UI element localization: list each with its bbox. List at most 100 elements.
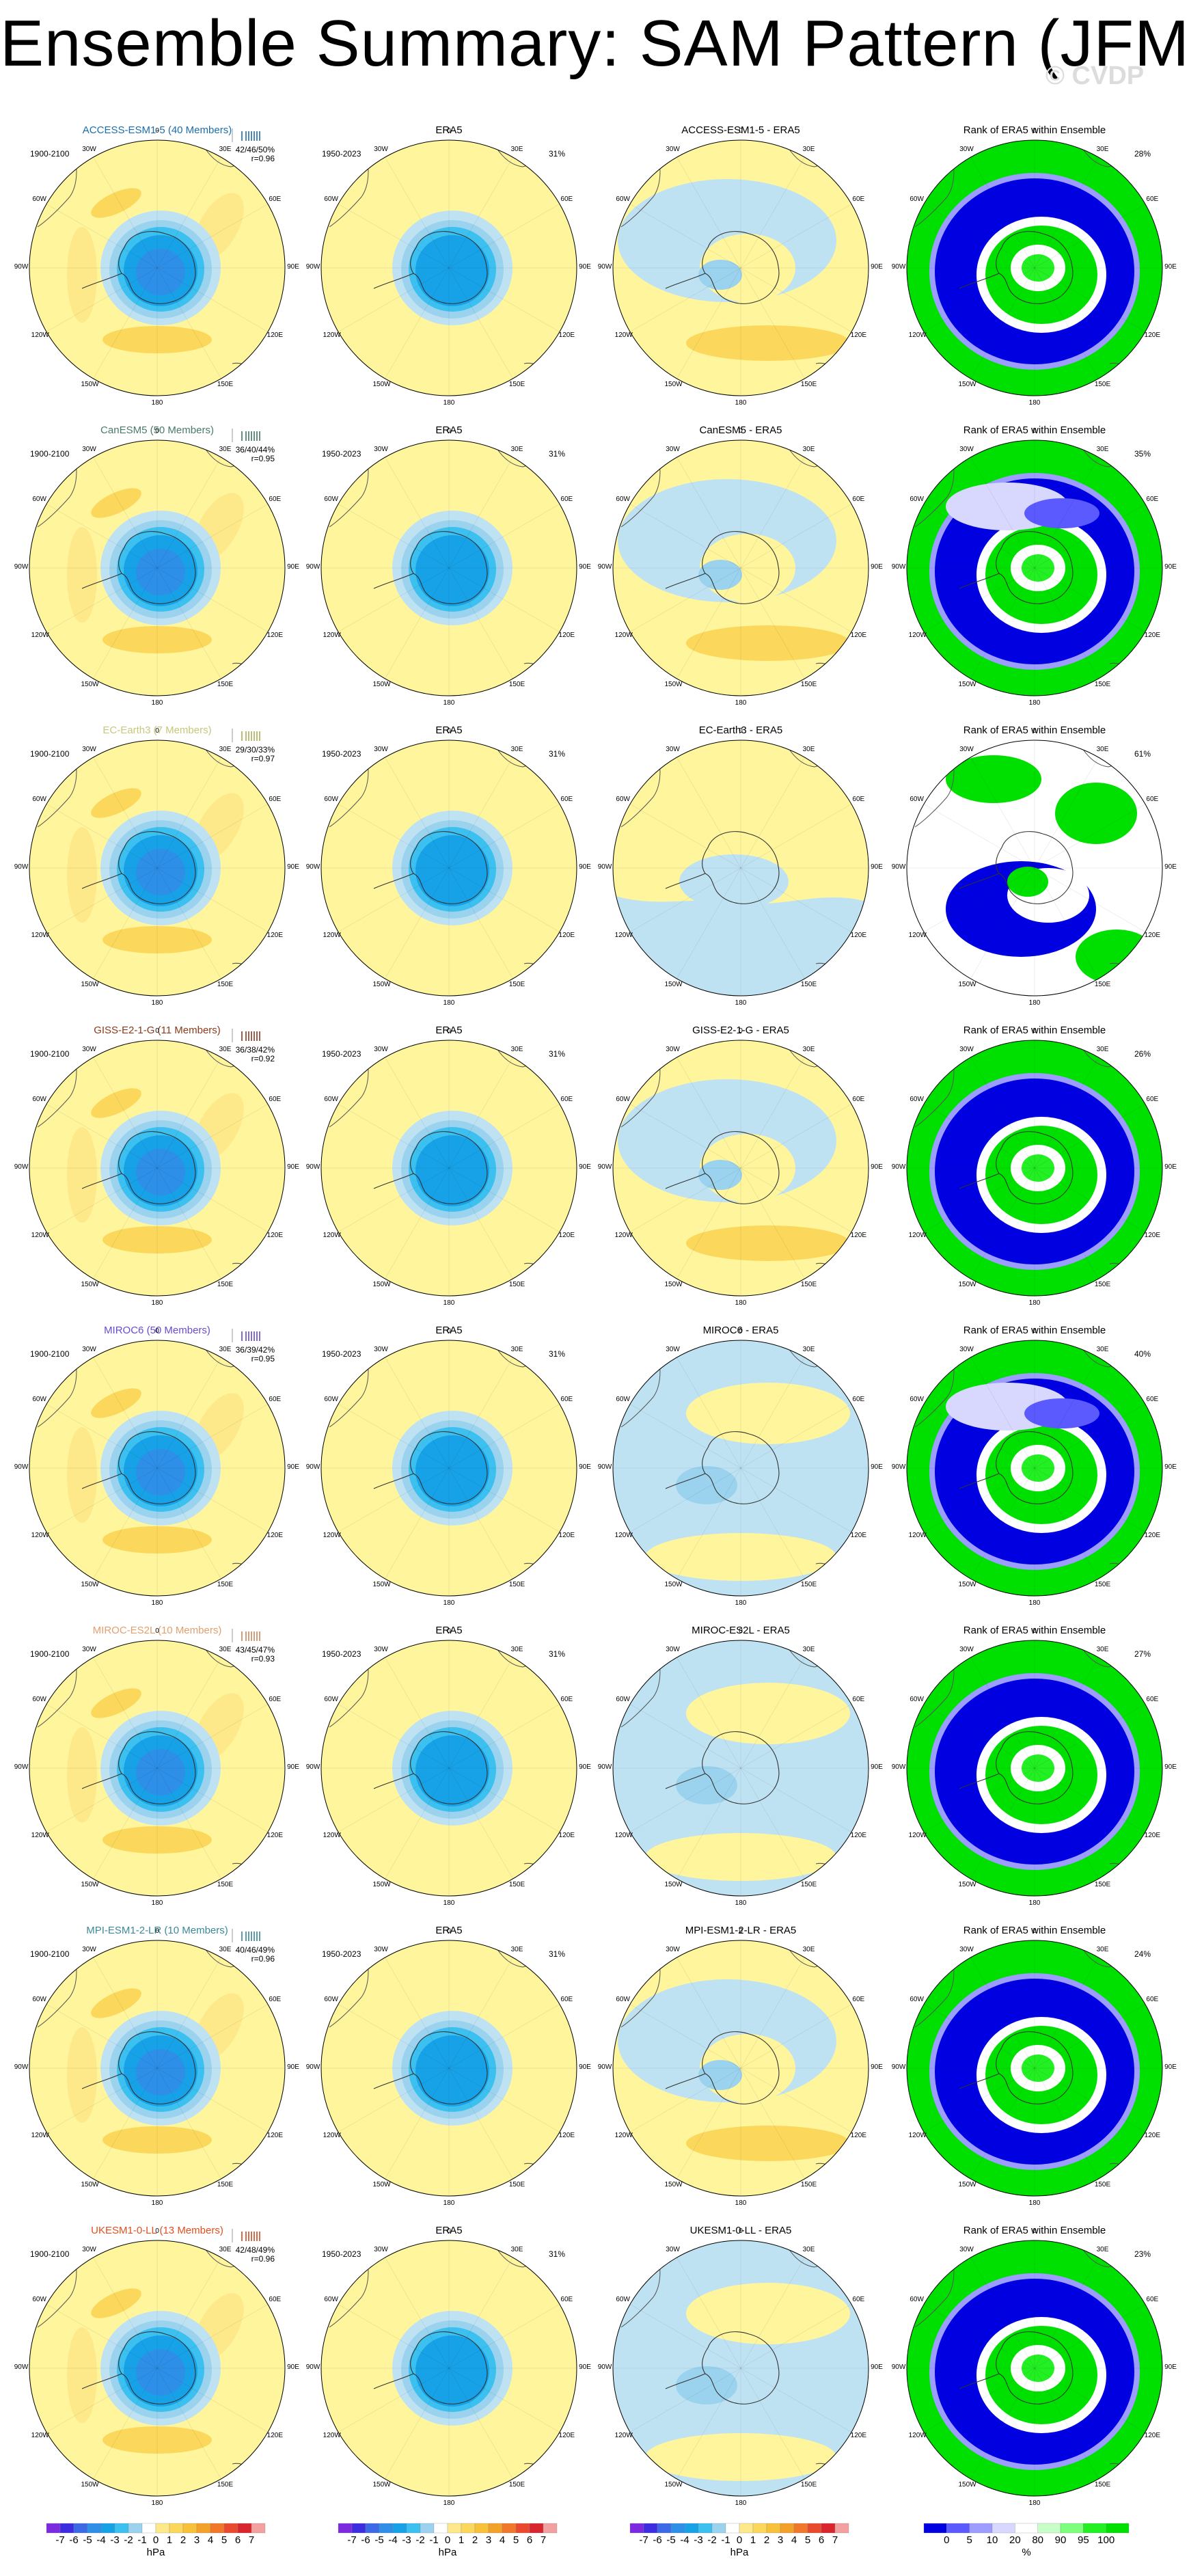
map-border xyxy=(320,1340,577,1597)
positive-anomaly-region xyxy=(686,1225,850,1261)
antarctica-coastline xyxy=(118,231,196,304)
longitude-label: 60E xyxy=(1146,495,1159,503)
longitude-label: 150E xyxy=(1094,2181,1111,2189)
longitude-label: 60E xyxy=(1146,195,1159,203)
positive-anomaly-region xyxy=(91,1388,141,1418)
meridian xyxy=(93,457,158,569)
meridian xyxy=(740,2067,805,2179)
peninsula-coastline xyxy=(959,1773,1000,1789)
south-america-coastline xyxy=(37,1058,77,1128)
meridian xyxy=(385,867,450,979)
obs-panel-title: ERA5 xyxy=(435,724,463,736)
longitude-label: 180 xyxy=(735,1299,747,1307)
colorbar-tick-label: 3 xyxy=(777,2534,784,2546)
longitude-label: 120E xyxy=(850,331,866,339)
polar-map xyxy=(612,439,869,696)
longitude-label: 180 xyxy=(443,2499,455,2507)
longitude-label: 150E xyxy=(217,1881,234,1889)
peninsula-coastline xyxy=(959,2373,1000,2389)
longitude-label: 30W xyxy=(959,1045,974,1053)
obs-variance-percent: 31% xyxy=(549,1349,566,1359)
meridian xyxy=(676,1057,741,1169)
rank-panel-title: Rank of ERA5 within Ensemble xyxy=(963,424,1106,436)
meridian xyxy=(46,567,158,632)
meridian xyxy=(448,204,560,269)
map-border xyxy=(29,139,286,396)
longitude-label: 120E xyxy=(850,2131,866,2139)
longitude-label: 60E xyxy=(560,195,573,203)
longitude-label: 60W xyxy=(324,2295,338,2303)
meridian xyxy=(740,204,851,269)
colorbar-tick-label: 0 xyxy=(944,2534,950,2546)
colorbar-swatch xyxy=(807,2523,822,2534)
longitude-label: 0 xyxy=(739,727,743,735)
meridian xyxy=(156,267,268,332)
negative-anomaly-core xyxy=(415,1135,489,1206)
meridian xyxy=(740,1057,805,1169)
map-fill xyxy=(613,140,869,396)
meridian xyxy=(1034,1704,1145,1769)
longitude-label: 90E xyxy=(1164,1163,1177,1171)
meridian xyxy=(156,457,221,569)
map-border xyxy=(612,1340,869,1597)
colorbar-swatch xyxy=(447,2523,462,2534)
longitude-label: 180 xyxy=(735,2199,747,2207)
meridian xyxy=(630,1167,741,1232)
obs-period: 1950-2023 xyxy=(322,1049,361,1059)
longitude-label: 150E xyxy=(217,2481,234,2489)
meridian xyxy=(156,2368,268,2432)
longitude-label: 150E xyxy=(508,381,525,389)
meridian xyxy=(740,1104,851,1169)
obs-variance-percent: 31% xyxy=(549,2249,566,2259)
longitude-label: 90W xyxy=(305,263,320,271)
difference-panel-title: GISS-E2-1-G - ERA5 xyxy=(692,1025,789,1036)
longitude-label: 90E xyxy=(871,1463,883,1471)
longitude-label: 60E xyxy=(1146,795,1159,803)
meridian xyxy=(385,157,450,269)
meridian xyxy=(156,2368,221,2479)
meridian xyxy=(93,567,158,679)
meridian xyxy=(156,2304,268,2369)
rank-percent: 28% xyxy=(1134,149,1151,159)
positive-anomaly-region xyxy=(645,2433,836,2481)
longitude-label: 180 xyxy=(151,699,163,707)
meridian xyxy=(46,1404,158,1469)
polar-map xyxy=(612,1940,869,2197)
longitude-label: 30E xyxy=(802,445,815,453)
meridian xyxy=(93,1167,158,1279)
colorbar-swatch xyxy=(515,2523,530,2534)
longitude-label: 60W xyxy=(32,195,46,203)
pattern-stat-range: 42/46/50% xyxy=(235,145,275,154)
pattern-stat-range: 36/40/44% xyxy=(235,445,275,455)
longitude-label: 60E xyxy=(1146,1095,1159,1103)
meridian xyxy=(338,1167,450,1232)
rank-map xyxy=(906,139,1163,396)
obs-panel-title: ERA5 xyxy=(435,1025,463,1036)
colorbar-tick-label: 5 xyxy=(512,2534,519,2546)
longitude-label: 120W xyxy=(31,1231,49,1239)
south-america-coastline xyxy=(914,158,955,228)
positive-anomaly-region xyxy=(102,1826,212,1854)
longitude-label: 180 xyxy=(1028,1599,1041,1607)
colorbar-swatch xyxy=(100,2523,115,2534)
peninsula-coastline xyxy=(373,573,414,589)
meridian xyxy=(924,1104,1035,1169)
longitude-label: 60W xyxy=(616,795,630,803)
meridian xyxy=(630,2067,741,2132)
meridian xyxy=(338,2004,450,2069)
difference-panel-title: MPI-ESM1-2-LR - ERA5 xyxy=(685,1925,797,1936)
negative-anomaly-core xyxy=(136,249,185,295)
colorbar-tick-label: -5 xyxy=(666,2534,676,2546)
peninsula-coastline xyxy=(81,573,122,589)
positive-anomaly-region xyxy=(91,188,141,218)
longitude-label: 150E xyxy=(217,681,234,689)
meridian xyxy=(93,157,158,269)
map-fill xyxy=(29,740,285,996)
meridian xyxy=(448,2368,560,2432)
obs-panel-title: ERA5 xyxy=(435,1925,463,1936)
colorbar-swatch xyxy=(992,2523,1015,2534)
meridian xyxy=(448,567,513,679)
low-rank-edge xyxy=(929,473,1140,670)
longitude-label: 120W xyxy=(614,631,633,639)
page-title: Ensemble Summary: SAM Pattern (JFM) xyxy=(0,7,1189,80)
